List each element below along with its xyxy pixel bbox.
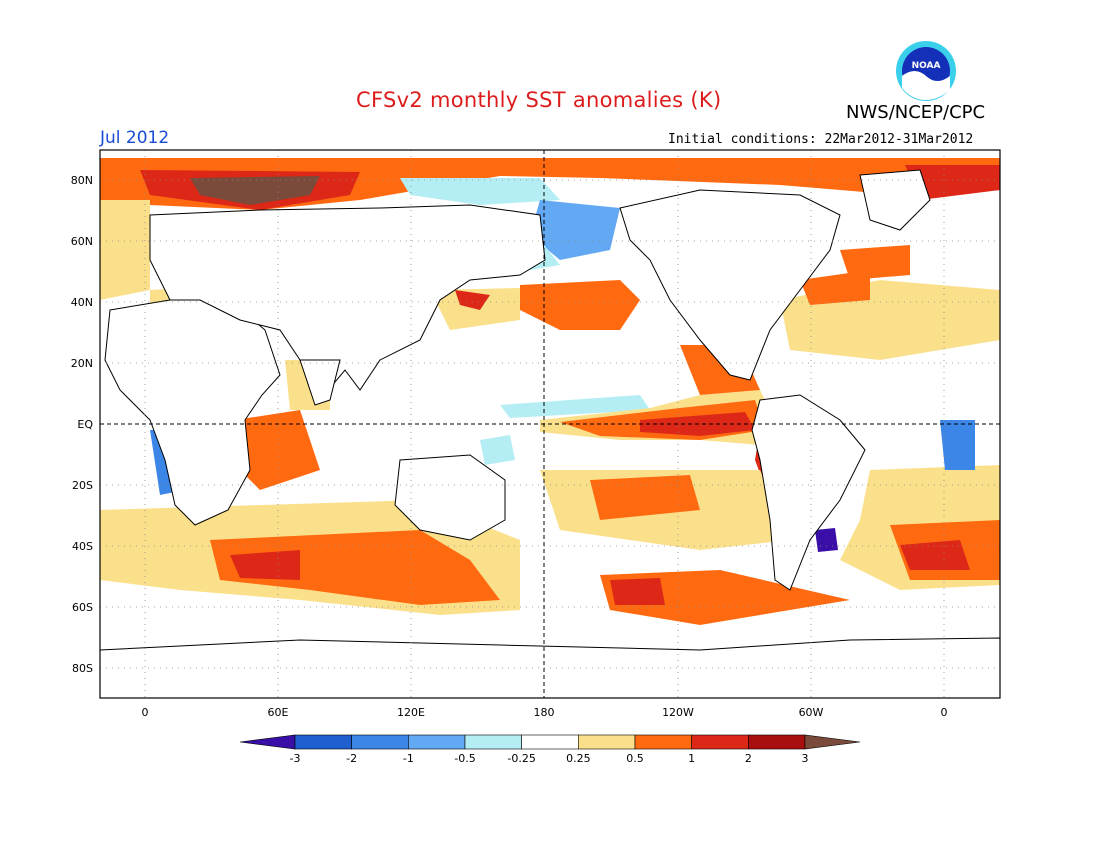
- lat-label: 40S: [72, 540, 93, 553]
- lat-label: 60N: [71, 235, 93, 248]
- arctic-cool-patch: [400, 178, 560, 205]
- month-label: Jul 2012: [100, 128, 170, 148]
- lon-label: 60W: [799, 706, 824, 719]
- colorbar-swatch: [351, 734, 409, 750]
- subtropical-cool-band: [500, 395, 650, 418]
- colorbar: -3 -2 -1 -0.5 -0.25 0.25 0.5 1 2 3: [239, 734, 861, 765]
- colorbar-swatch: [294, 734, 352, 750]
- south-indian-core: [210, 530, 500, 605]
- lat-label: 40N: [71, 296, 93, 309]
- bering-cool-patch: [530, 200, 620, 260]
- colorbar-level-label: -0.5: [454, 752, 475, 765]
- labrador-warm: [840, 245, 910, 280]
- colorbar-level-label: 3: [802, 752, 809, 765]
- lat-label: 20N: [71, 357, 93, 370]
- lat-label: 60S: [72, 601, 93, 614]
- colorbar-max-arrow: [804, 734, 861, 750]
- reference-lines: [100, 150, 1000, 698]
- lon-label: 0: [142, 706, 149, 719]
- lat-label: EQ: [77, 418, 93, 431]
- west-australia-cool: [480, 435, 515, 465]
- colorbar-level-label: 0.5: [626, 752, 644, 765]
- eurasia-landmass: [149, 204, 546, 401]
- agency-label: NWS/NCEP/CPC: [846, 102, 986, 123]
- colorbar-swatch: [464, 734, 522, 750]
- colorbar-level-label: 0.25: [566, 752, 591, 765]
- southern-ocean-strong: [610, 578, 665, 605]
- longitude-labels: 0 60E 120E 180 120W 60W 0: [142, 706, 948, 719]
- lon-label: 180: [534, 706, 555, 719]
- west-europe-warm: [100, 200, 150, 300]
- southern-ocean-warm: [600, 570, 850, 625]
- latitude-labels: 80N 60N 40N 20N EQ 20S 40S 60S 80S: [71, 174, 94, 675]
- greenland-landmass: [859, 169, 931, 231]
- initial-conditions-label: Initial conditions: 22Mar2012-31Mar2012: [668, 132, 974, 147]
- south-indian-strong: [230, 550, 300, 580]
- india-landmass: [299, 359, 341, 406]
- arctic-east-anomaly: [905, 165, 1000, 200]
- noaa-logo-text: NOAA: [912, 61, 941, 71]
- australia-landmass: [394, 454, 506, 541]
- anomaly-shading: [100, 158, 1000, 625]
- lon-label: 60E: [268, 706, 289, 719]
- kuroshio-warm: [430, 288, 520, 330]
- map-title: CFSv2 monthly SST anomalies (K): [356, 88, 722, 112]
- colorbar-swatch: [408, 734, 466, 750]
- lon-label: 0: [941, 706, 948, 719]
- colorbar-swatch: [634, 734, 692, 750]
- lat-label: 80N: [71, 174, 93, 187]
- indian-ocean-warm: [230, 410, 320, 490]
- map-frame: [99, 149, 1001, 699]
- colorbar-swatch: [521, 734, 579, 750]
- north-america-landmass: [619, 189, 841, 381]
- colorbar-swatch: [578, 734, 636, 750]
- lon-label: 120E: [397, 706, 425, 719]
- colorbar-min-arrow: [239, 734, 296, 750]
- south-america-landmass: [751, 394, 866, 591]
- noaa-logo: NOAA: [896, 41, 956, 101]
- colorbar-level-label: -1: [403, 752, 414, 765]
- arctic-extreme-anomaly: [190, 176, 320, 205]
- colorbar-swatch: [691, 734, 749, 750]
- south-atlantic-strong: [900, 540, 970, 570]
- colorbar-level-label: -3: [290, 752, 301, 765]
- lat-label: 20S: [72, 479, 93, 492]
- falklands-cool: [815, 528, 838, 552]
- kuroshio-strong: [455, 290, 490, 310]
- lon-label: 120W: [662, 706, 694, 719]
- colorbar-level-label: 1: [688, 752, 695, 765]
- colorbar-level-label: 2: [745, 752, 752, 765]
- colorbar-level-label: -0.25: [507, 752, 535, 765]
- east-atlantic-cool: [940, 420, 975, 470]
- south-pacific-core: [590, 475, 700, 520]
- colorbar-level-label: -2: [346, 752, 357, 765]
- graticule: [100, 150, 1000, 698]
- north-pacific-warm: [520, 280, 640, 330]
- lat-label: 80S: [72, 662, 93, 675]
- colorbar-swatch: [748, 734, 806, 750]
